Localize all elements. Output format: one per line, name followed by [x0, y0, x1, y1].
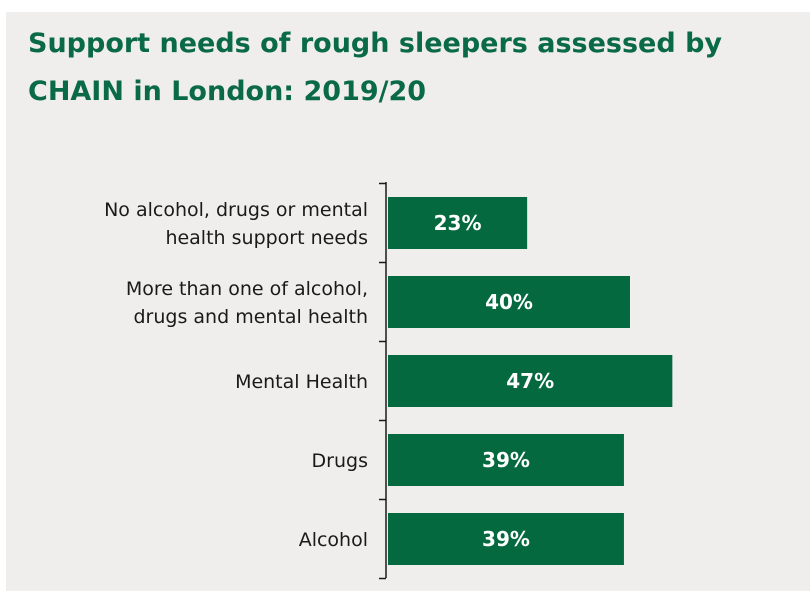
bar: [388, 355, 673, 407]
category-label: Mental Health: [235, 371, 368, 393]
category-label: More than one of alcohol, drugs and menta…: [126, 278, 368, 328]
value-labels: 23% 40% 47% 39% 39%: [434, 211, 554, 551]
category-label: Alcohol: [299, 529, 368, 551]
category-label: Drugs: [312, 450, 368, 472]
bar-value-label: 39%: [482, 448, 530, 472]
category-label: No alcohol, drugs or mental health suppor…: [104, 199, 368, 249]
bar-value-label: 40%: [485, 290, 533, 314]
bar: [388, 434, 624, 486]
bars-group: [388, 197, 673, 565]
bar-value-label: 39%: [482, 527, 530, 551]
bar: [388, 197, 528, 249]
bar-value-label: 47%: [506, 369, 554, 393]
category-labels: No alcohol, drugs or mental health suppor…: [104, 199, 368, 551]
bar-value-label: 23%: [434, 211, 482, 235]
chart-title: Support needs of rough sleepers assessed…: [28, 28, 723, 107]
y-axis-ticks: [379, 182, 386, 580]
bar: [388, 276, 630, 328]
bar: [388, 513, 624, 565]
